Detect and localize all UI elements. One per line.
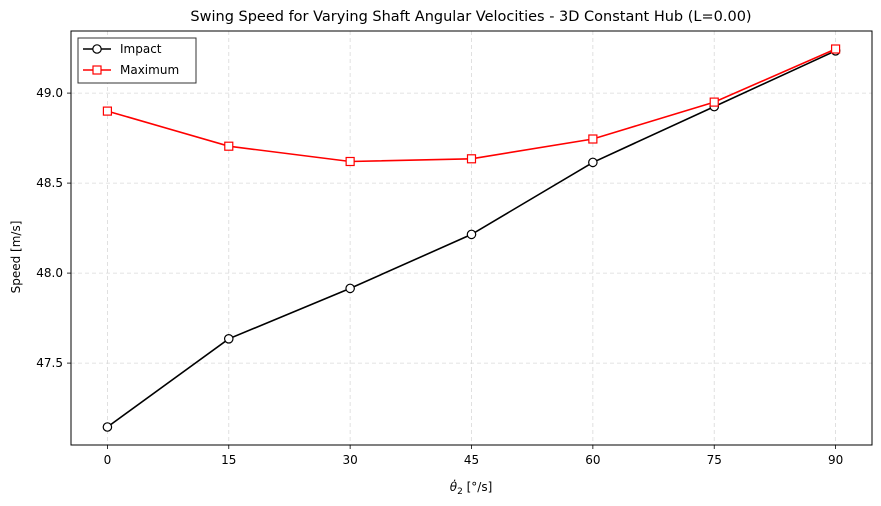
data-point-maximum [345, 156, 355, 167]
data-point-impact [223, 333, 234, 344]
x-axis-label-symbol: θ̇ [450, 479, 458, 494]
legend-marker-maximum [92, 65, 102, 75]
data-point-maximum [102, 106, 113, 116]
data-point-maximum [588, 134, 598, 144]
data-point-maximum [709, 97, 719, 107]
y-tick-label: 49.0 [36, 86, 63, 100]
x-tick-label: 75 [707, 453, 722, 467]
data-point-maximum [830, 44, 841, 54]
x-tick-label: 30 [342, 453, 357, 467]
x-tick-label: 45 [464, 453, 479, 467]
data-point-maximum [224, 141, 234, 151]
y-tick-label: 47.5 [36, 356, 63, 370]
data-point-impact [466, 229, 477, 240]
series-layer [102, 44, 841, 432]
x-axis-label: θ̇2 [°/s] [450, 479, 493, 497]
y-tick-label: 48.5 [36, 176, 63, 190]
x-tick-label: 60 [585, 453, 600, 467]
y-tick-label: 48.0 [36, 266, 63, 280]
data-point-maximum [466, 154, 477, 164]
data-point-impact [588, 157, 598, 168]
series-maximum [102, 44, 841, 167]
x-axis-label-unit: [°/s] [463, 480, 492, 494]
x-axis-label-subscript: 2 [457, 487, 463, 497]
legend-label-impact: Impact [120, 42, 162, 56]
y-axis-label: Speed [m/s] [9, 221, 23, 294]
axis-ticks: 0 15 30 45 60 75 90 47.5 48.0 48.5 49.0 [36, 86, 843, 467]
x-tick-label: 0 [104, 453, 112, 467]
legend-marker-impact [92, 44, 102, 54]
legend-item-maximum: Maximum [83, 63, 179, 77]
data-point-impact [345, 283, 355, 294]
grid [71, 31, 872, 445]
legend: Impact Maximum [77, 37, 197, 84]
x-tick-label: 15 [221, 453, 236, 467]
data-point-impact [102, 422, 113, 432]
x-tick-label: 90 [828, 453, 843, 467]
legend-label-maximum: Maximum [120, 63, 179, 77]
plot-area-frame [70, 30, 873, 446]
legend-item-impact: Impact [83, 42, 162, 56]
chart-title: Swing Speed for Varying Shaft Angular Ve… [190, 9, 751, 25]
